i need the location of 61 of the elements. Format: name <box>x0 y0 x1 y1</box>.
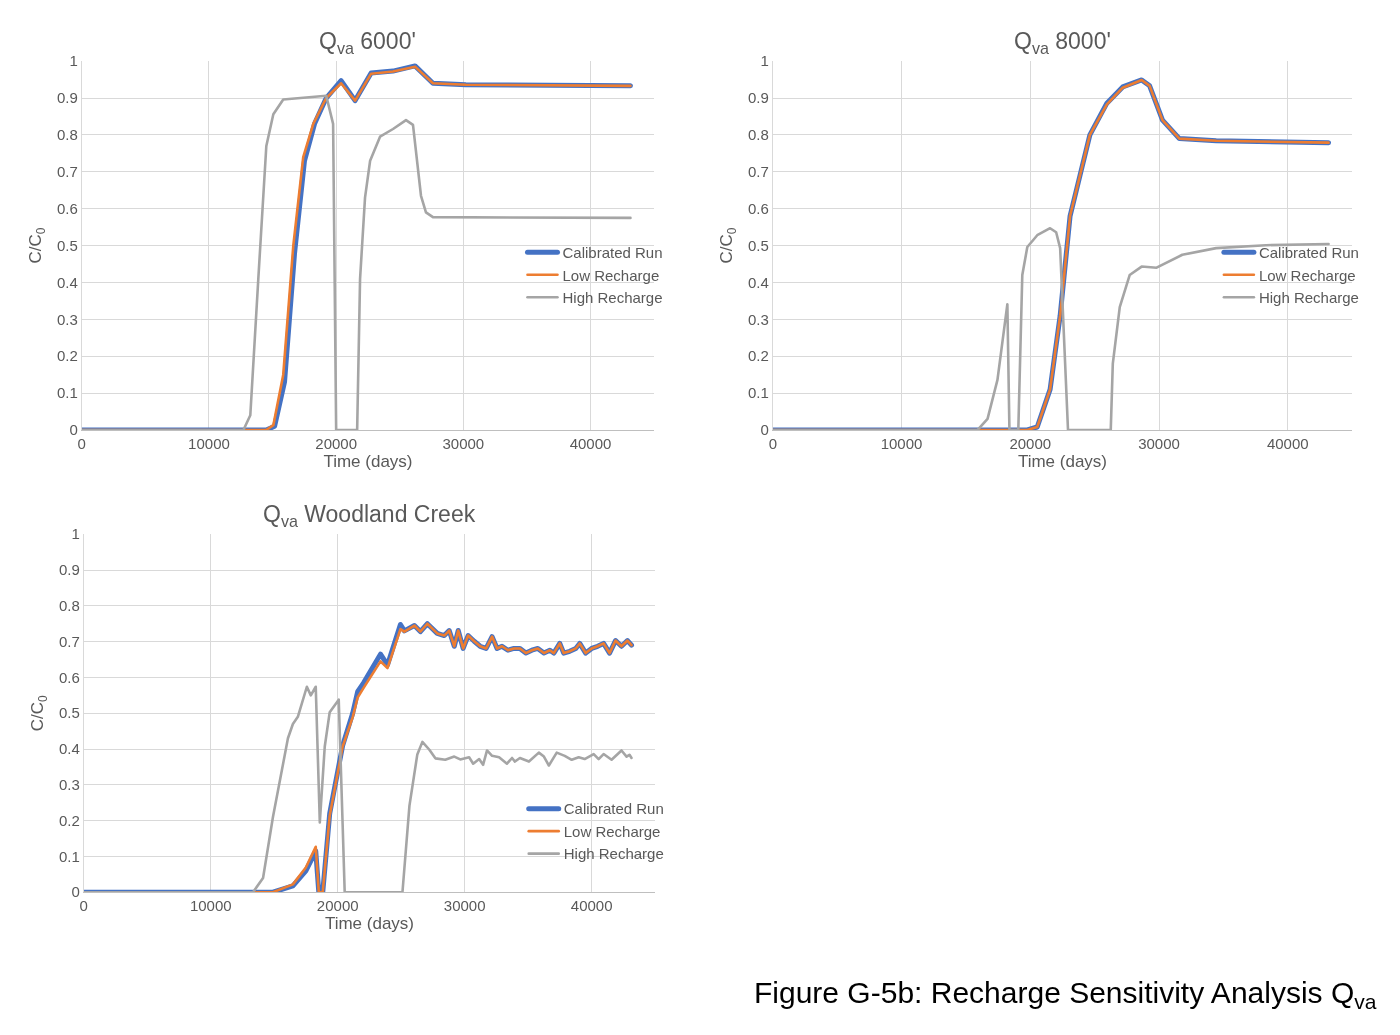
legend-label: Calibrated Run <box>1258 244 1359 262</box>
x-tick-label: 30000 <box>1138 434 1180 452</box>
y-tick-label: 0.1 <box>58 847 80 865</box>
legend-label: High Recharge <box>1258 289 1359 307</box>
y-tick-label: 0.7 <box>56 163 78 181</box>
y-tick-label: 0.9 <box>56 89 78 107</box>
x-axis-title: Time (days) <box>323 451 413 471</box>
x-tick-label: 20000 <box>1009 434 1052 452</box>
y-tick-label: 0.8 <box>747 126 769 144</box>
x-tick-label: 30000 <box>442 434 485 452</box>
y-tick-label: 0.3 <box>747 310 769 328</box>
y-tick-label: 0 <box>69 421 78 439</box>
legend-label: Low Recharge <box>563 822 661 840</box>
y-tick-label: 0.5 <box>56 236 78 254</box>
y-tick-label: 0 <box>760 421 769 439</box>
x-tick-label: 10000 <box>189 897 232 915</box>
y-tick-label: 0.4 <box>747 273 769 291</box>
x-axis-title: Time (days) <box>324 914 415 934</box>
legend-label: Calibrated Run <box>562 244 663 262</box>
y-tick-label: 0.1 <box>747 384 769 402</box>
x-tick-label: 20000 <box>316 897 359 915</box>
x-tick-label: 40000 <box>570 897 613 915</box>
y-tick-label: 0.2 <box>56 347 78 365</box>
x-tick-label: 40000 <box>569 434 612 452</box>
y-tick-label: 1 <box>69 52 78 70</box>
y-tick-label: 0.7 <box>747 163 769 181</box>
y-tick-label: 0.3 <box>56 310 78 328</box>
y-tick-label: 0.3 <box>58 776 80 794</box>
legend-label: High Recharge <box>562 289 663 307</box>
y-tick-label: 0.2 <box>747 347 769 365</box>
y-tick-label: 0.6 <box>58 668 80 686</box>
x-axis-title: Time (days) <box>1017 451 1108 471</box>
legend-label: Low Recharge <box>562 266 660 284</box>
y-tick-label: 1 <box>760 52 769 70</box>
y-tick-label: 0.9 <box>58 561 80 579</box>
y-tick-label: 0.6 <box>747 199 769 217</box>
y-tick-label: 0.5 <box>58 704 80 722</box>
y-tick-label: 0.2 <box>58 811 80 829</box>
x-tick-label: 30000 <box>443 897 486 915</box>
legend-label: High Recharge <box>563 845 664 863</box>
y-tick-label: 0.1 <box>56 384 78 402</box>
legend-label: Calibrated Run <box>563 800 664 818</box>
chart-title: Q$_{va}$ 6000' <box>319 28 416 57</box>
y-tick-label: 1 <box>71 525 80 543</box>
legend-label: Low Recharge <box>1258 266 1356 284</box>
y-tick-label: 0.8 <box>58 597 80 615</box>
text: Figure G-5b: Recharge Sensitivity Analysis Q$_{va}$ <box>754 976 1377 1014</box>
x-tick-label: 40000 <box>1266 434 1309 452</box>
y-tick-label: 0.4 <box>56 273 78 291</box>
y-tick-label: 0.8 <box>56 126 78 144</box>
y-tick-label: 0.9 <box>747 89 769 107</box>
x-tick-label: 20000 <box>315 434 358 452</box>
x-tick-label: 10000 <box>880 434 923 452</box>
y-tick-label: 0.7 <box>58 632 80 650</box>
chart-title: Q$_{va}$ Woodland Creek <box>263 501 476 530</box>
x-tick-label: 10000 <box>188 434 230 452</box>
chart-title: Q$_{va}$ 8000' <box>1014 28 1111 57</box>
y-tick-label: 0 <box>71 883 80 901</box>
y-tick-label: 0.4 <box>58 740 80 758</box>
y-tick-label: 0.6 <box>56 199 78 217</box>
y-tick-label: 0.5 <box>747 236 769 254</box>
